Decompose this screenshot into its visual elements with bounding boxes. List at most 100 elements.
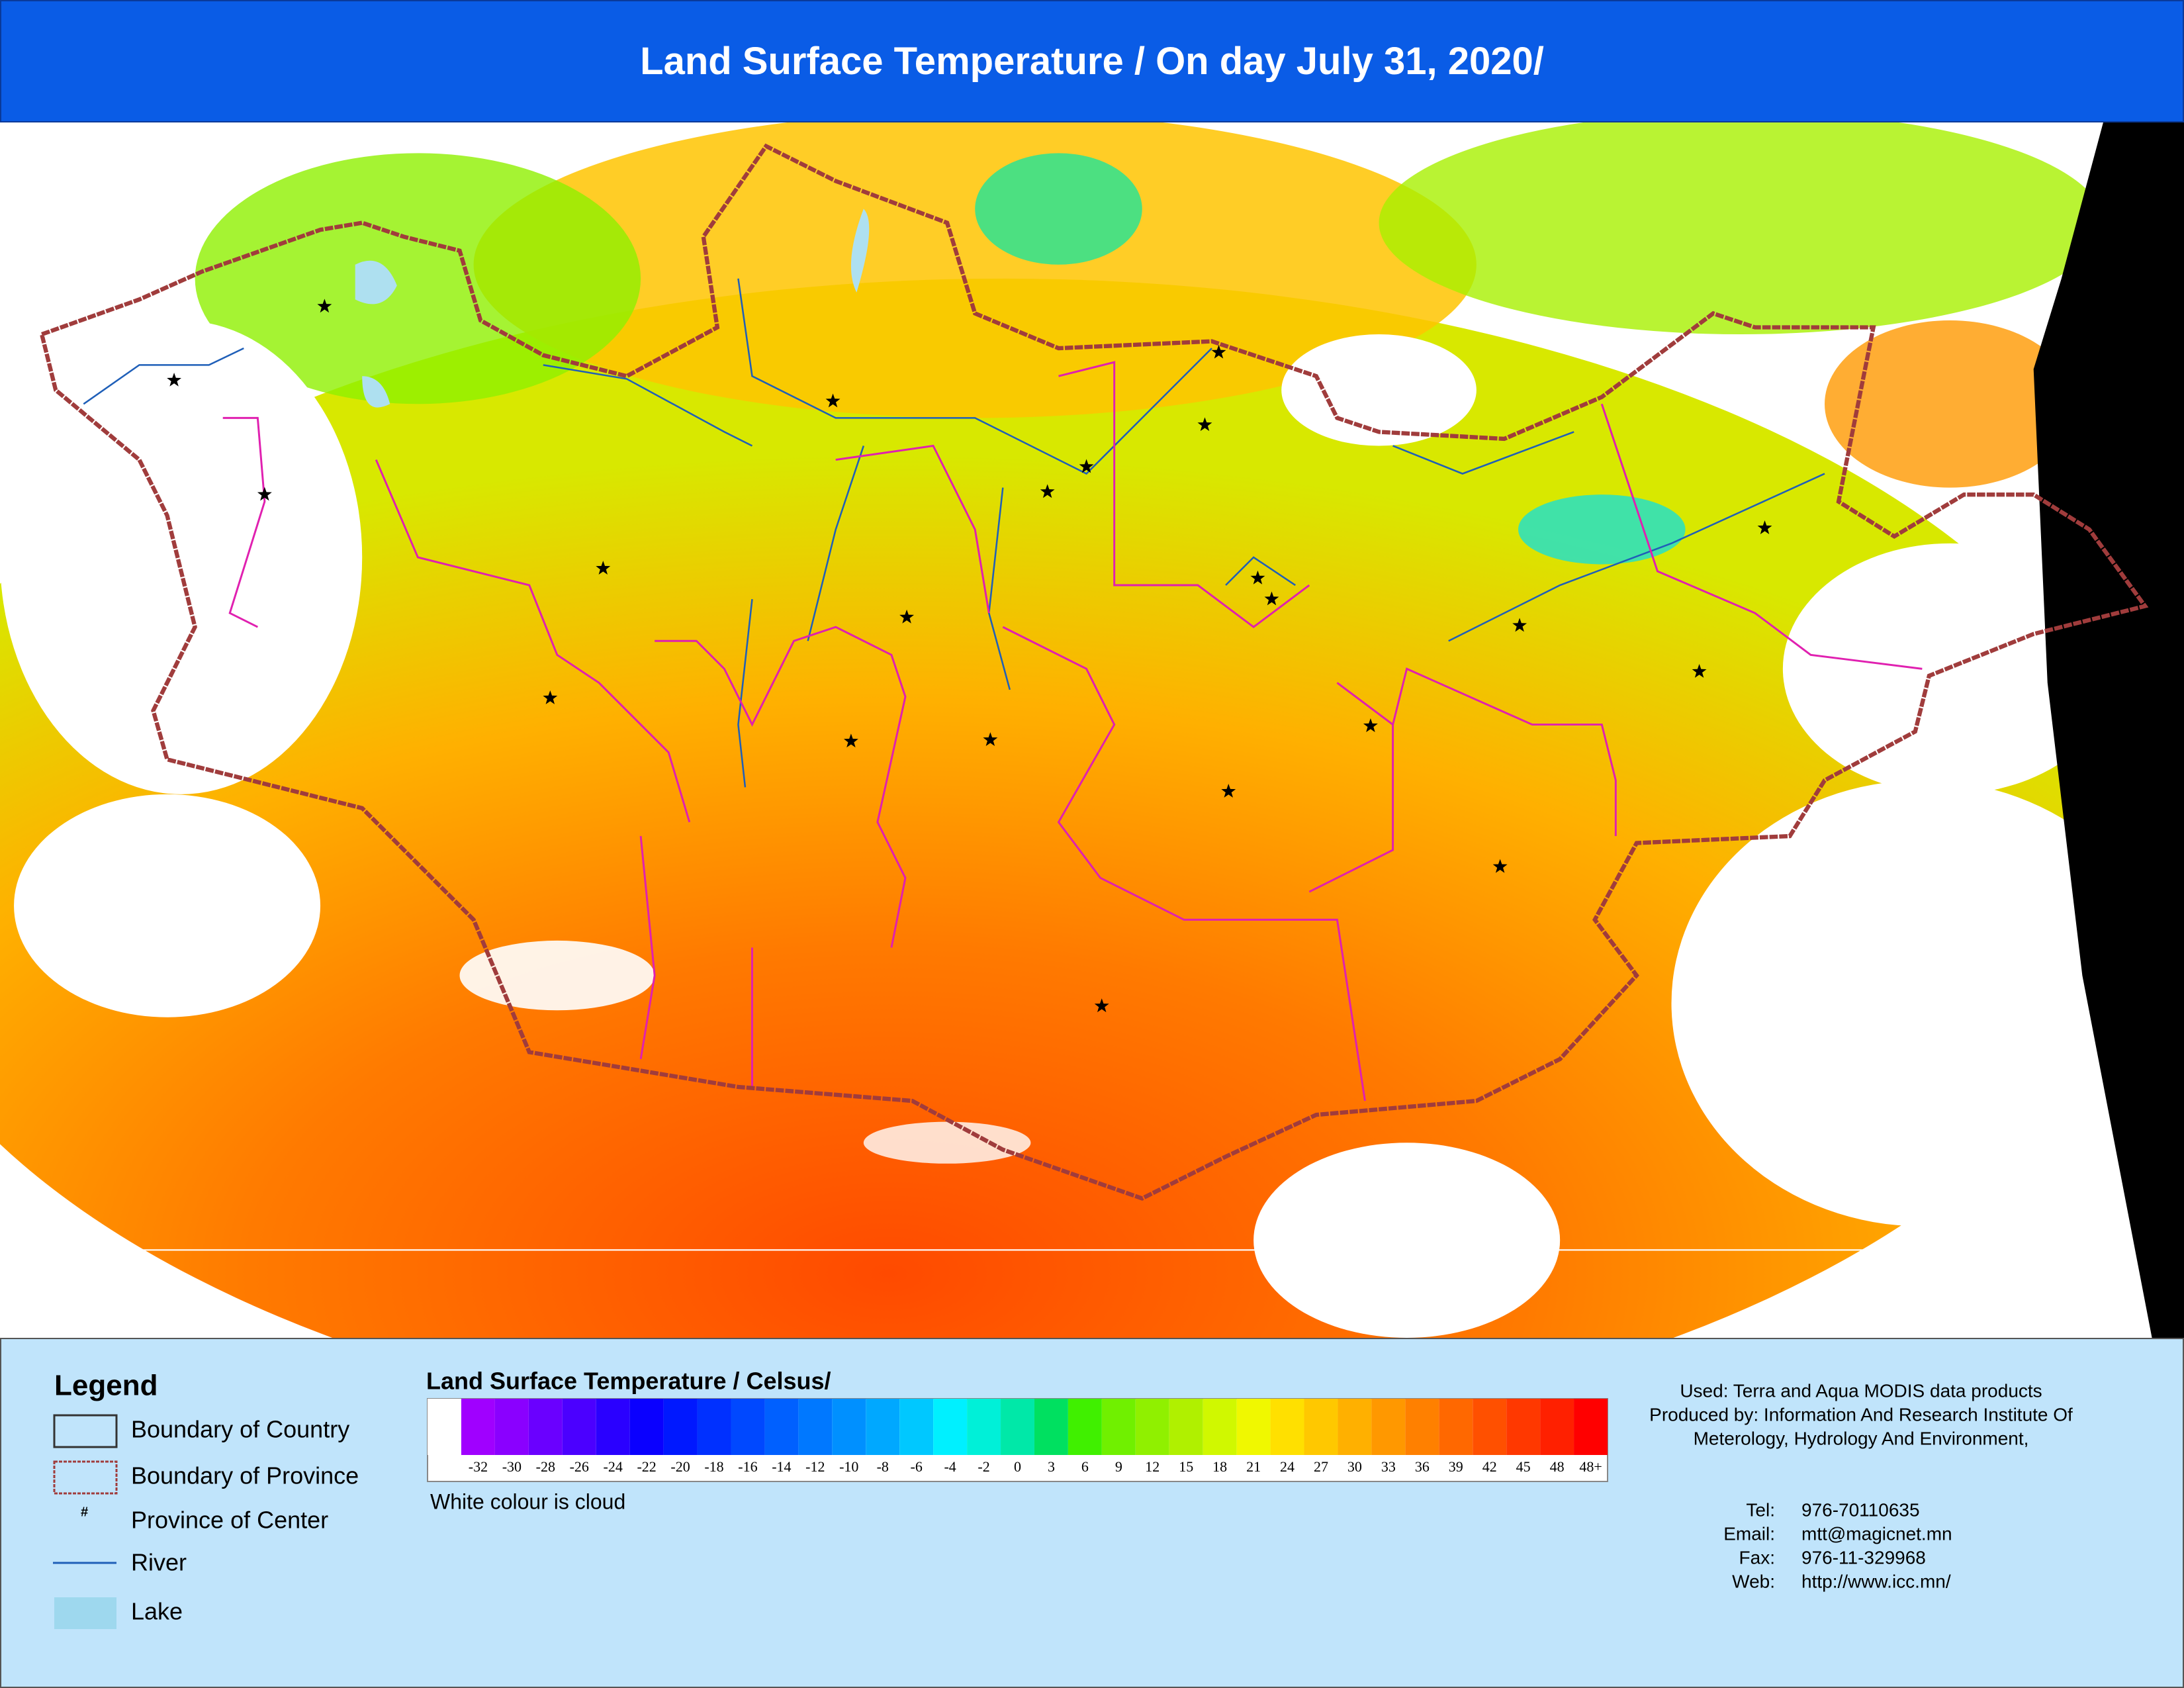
province-center bbox=[1264, 591, 1279, 606]
color-swatch bbox=[494, 1399, 529, 1455]
scale-label: -6 bbox=[911, 1458, 923, 1475]
scale-label: -4 bbox=[944, 1458, 956, 1475]
contact-label: Web: bbox=[1732, 1571, 1775, 1591]
color-swatch bbox=[1068, 1399, 1102, 1455]
color-swatch bbox=[629, 1399, 664, 1455]
scale-label: 15 bbox=[1179, 1458, 1193, 1475]
scale-label: 45 bbox=[1516, 1458, 1531, 1475]
province-center bbox=[1079, 459, 1094, 473]
scale-label: 39 bbox=[1449, 1458, 1463, 1475]
scale-label: -8 bbox=[877, 1458, 889, 1475]
color-swatch bbox=[1371, 1399, 1406, 1455]
color-swatch bbox=[697, 1399, 731, 1455]
color-swatch bbox=[1169, 1399, 1203, 1455]
color-swatch bbox=[731, 1399, 765, 1455]
scale-label: 3 bbox=[1048, 1458, 1055, 1475]
province-center bbox=[899, 609, 915, 624]
color-swatch bbox=[428, 1399, 461, 1455]
title: Land Surface Temperature / On day July 3… bbox=[640, 40, 1544, 83]
title-bar: Land Surface Temperature / On day July 3… bbox=[0, 0, 2184, 122]
scale-label: -12 bbox=[805, 1458, 825, 1475]
color-swatch bbox=[1338, 1399, 1372, 1455]
lake-symbol bbox=[54, 1597, 116, 1629]
scale-label: 18 bbox=[1212, 1458, 1227, 1475]
province-center bbox=[843, 733, 858, 748]
contact-value: mtt@magicnet.mn bbox=[1801, 1523, 1952, 1544]
legend-label: Lake bbox=[131, 1598, 183, 1625]
contact-value: 976-70110635 bbox=[1801, 1499, 1920, 1520]
color-swatch bbox=[528, 1399, 563, 1455]
contact-label: Fax: bbox=[1739, 1547, 1775, 1568]
color-swatch bbox=[461, 1399, 495, 1455]
scale-label: 42 bbox=[1482, 1458, 1497, 1475]
scale-label: 36 bbox=[1415, 1458, 1430, 1475]
province-center bbox=[983, 732, 998, 747]
color-swatch bbox=[1236, 1399, 1271, 1455]
scale-label: 21 bbox=[1246, 1458, 1261, 1475]
scale-label: -32 bbox=[469, 1458, 488, 1475]
contact-label: Email: bbox=[1723, 1523, 1775, 1544]
color-swatch bbox=[562, 1399, 596, 1455]
scale-label: -26 bbox=[570, 1458, 589, 1475]
scale-label: -14 bbox=[772, 1458, 791, 1475]
color-swatch bbox=[1270, 1399, 1304, 1455]
legend-area: Legend # Boundary of Country Boundary of … bbox=[53, 1368, 2073, 1629]
color-swatch bbox=[1001, 1399, 1034, 1455]
province-center bbox=[1221, 784, 1236, 798]
contact-value: http://www.icc.mn/ bbox=[1801, 1571, 1951, 1591]
scale-label: 6 bbox=[1081, 1458, 1089, 1475]
province-center bbox=[1094, 998, 1109, 1013]
scale-title: Land Surface Temperature / Celsus/ bbox=[426, 1368, 831, 1395]
scale-label: 24 bbox=[1280, 1458, 1295, 1475]
scale-label: -22 bbox=[637, 1458, 656, 1475]
contact-label: Tel: bbox=[1746, 1499, 1775, 1520]
province-center bbox=[257, 487, 272, 501]
scale-label: -28 bbox=[536, 1458, 555, 1475]
color-swatch bbox=[1540, 1399, 1574, 1455]
legend-title: Legend bbox=[54, 1370, 158, 1402]
credit-line: Meterology, Hydrology And Environment, bbox=[1694, 1428, 2029, 1448]
color-swatch bbox=[899, 1399, 934, 1455]
province-center bbox=[1040, 484, 1055, 498]
scale-label: 48+ bbox=[1579, 1458, 1602, 1475]
scale-label: -20 bbox=[670, 1458, 690, 1475]
scale-label: -16 bbox=[738, 1458, 757, 1475]
color-swatch bbox=[866, 1399, 900, 1455]
scale-label: 48 bbox=[1550, 1458, 1565, 1475]
color-swatch bbox=[798, 1399, 833, 1455]
scale-label: -10 bbox=[839, 1458, 858, 1475]
province-center bbox=[1197, 417, 1212, 432]
color-swatch bbox=[1203, 1399, 1237, 1455]
color-swatch bbox=[663, 1399, 698, 1455]
color-swatch bbox=[1473, 1399, 1507, 1455]
color-swatch bbox=[967, 1399, 1001, 1455]
color-swatch bbox=[596, 1399, 630, 1455]
scale-label: 0 bbox=[1014, 1458, 1021, 1475]
color-swatch bbox=[1135, 1399, 1169, 1455]
scale-label: 9 bbox=[1115, 1458, 1122, 1475]
color-swatch bbox=[933, 1399, 968, 1455]
color-swatch bbox=[832, 1399, 866, 1455]
scale-label: 33 bbox=[1381, 1458, 1396, 1475]
scale-note: White colour is cloud bbox=[430, 1489, 625, 1513]
province-center bbox=[1757, 520, 1772, 534]
scale-label: -18 bbox=[704, 1458, 723, 1475]
color-swatch bbox=[1405, 1399, 1439, 1455]
legend-label: River bbox=[131, 1549, 187, 1576]
scale-label: -2 bbox=[978, 1458, 989, 1475]
legend-label: Boundary of Province bbox=[131, 1462, 359, 1489]
color-swatch bbox=[1101, 1399, 1136, 1455]
province-center bbox=[1492, 859, 1508, 873]
legend-label: Boundary of Country bbox=[131, 1416, 349, 1443]
province-center bbox=[825, 393, 841, 408]
province-center bbox=[167, 372, 182, 387]
scale-label: 12 bbox=[1145, 1458, 1160, 1475]
map bbox=[0, 122, 2184, 1338]
contact-value: 976-11-329968 bbox=[1801, 1547, 1926, 1568]
province-center bbox=[1512, 618, 1527, 632]
color-swatch bbox=[1304, 1399, 1338, 1455]
province-symbol bbox=[53, 1460, 118, 1495]
scale-label: 30 bbox=[1347, 1458, 1362, 1475]
province-center bbox=[596, 561, 611, 575]
